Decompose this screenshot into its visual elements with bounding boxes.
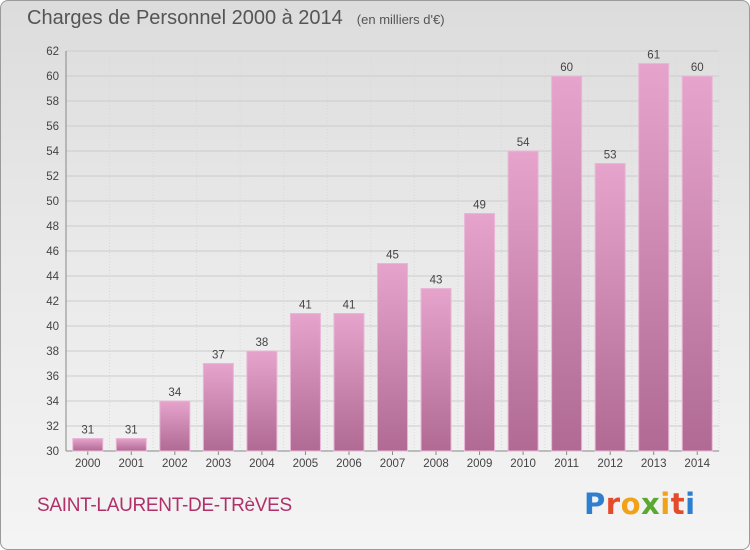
y-tick-label: 54	[46, 146, 59, 158]
y-tick-label: 60	[46, 71, 59, 83]
x-tick-label: 2001	[119, 458, 145, 470]
y-tick-label: 36	[46, 371, 59, 383]
x-tick-label: 2011	[554, 458, 579, 470]
data-label-2006: 41	[343, 300, 356, 312]
bar-2006	[333, 313, 365, 452]
bar-2000	[72, 438, 104, 452]
data-label-2001: 31	[125, 425, 138, 437]
data-label-2010: 54	[517, 137, 530, 149]
y-tick-label: 52	[46, 171, 59, 183]
data-label-2007: 45	[386, 250, 399, 262]
chart-subtitle: (en milliers d'€)	[356, 12, 445, 27]
data-label-2002: 34	[168, 387, 181, 399]
y-tick-label: 58	[46, 96, 59, 108]
x-tick-label: 2014	[684, 458, 710, 470]
bar-2007	[377, 263, 408, 452]
data-labels: 31 31 34 37 38 41 41 45 43 49 54 60 53 61 60	[81, 50, 703, 437]
bars	[72, 63, 713, 452]
data-label-2013: 61	[647, 50, 660, 62]
y-tick-label: 32	[46, 421, 59, 433]
data-label-2011: 60	[560, 62, 573, 74]
y-tick-label: 34	[46, 396, 59, 408]
y-tick-label: 50	[46, 196, 59, 208]
x-tick-label: 2008	[423, 458, 449, 470]
data-label-2003: 37	[212, 350, 225, 362]
data-label-2008: 43	[430, 275, 443, 287]
bar-2013	[638, 63, 670, 452]
bar-2003	[202, 363, 234, 452]
x-tick-label: 2002	[162, 458, 188, 470]
y-tick-label: 56	[46, 121, 59, 133]
y-tick-label: 44	[46, 271, 59, 283]
proxiti-logo[interactable]: Proxiti	[584, 487, 696, 521]
bar-2010	[507, 150, 539, 452]
y-tick-label: 46	[46, 246, 59, 258]
x-tick-label: 2005	[293, 458, 319, 470]
data-label-2009: 49	[473, 200, 486, 212]
data-label-2004: 38	[256, 337, 269, 349]
bar-2008	[420, 288, 452, 452]
y-tick-label: 38	[46, 346, 59, 358]
bar-2005	[289, 313, 321, 452]
y-tick-label: 30	[46, 446, 59, 458]
data-label-2000: 31	[81, 425, 94, 437]
y-tick-label: 48	[46, 221, 59, 233]
data-label-2005: 41	[299, 300, 312, 312]
bar-2004	[246, 350, 278, 452]
x-tick-label: 2010	[510, 458, 536, 470]
y-tick-label: 40	[46, 321, 59, 333]
bar-2002	[159, 400, 191, 452]
commune-name: SAINT-LAURENT-DE-TRèVES	[37, 495, 292, 516]
bar-2001	[115, 438, 147, 452]
bar-2014	[681, 75, 713, 452]
x-tick-label: 2006	[336, 458, 362, 470]
y-tick-label: 42	[46, 296, 59, 308]
x-tick-label: 2007	[380, 458, 406, 470]
bar-2011	[551, 75, 583, 452]
x-tick-label: 2012	[597, 458, 623, 470]
y-tick-label: 62	[46, 46, 59, 58]
x-tick-label: 2000	[75, 458, 101, 470]
x-tick-label: 2009	[467, 458, 493, 470]
x-tick-label: 2004	[249, 458, 275, 470]
bar-2012	[594, 163, 626, 452]
x-tick-label: 2013	[641, 458, 667, 470]
data-label-2014: 60	[691, 62, 704, 74]
chart-title: Charges de Personnel 2000 à 2014 (en mill…	[27, 7, 445, 30]
x-tick-label: 2003	[206, 458, 232, 470]
bar-2009	[464, 213, 496, 452]
chart-title-text: Charges de Personnel 2000 à 2014	[27, 7, 343, 29]
data-label-2012: 53	[604, 150, 617, 162]
